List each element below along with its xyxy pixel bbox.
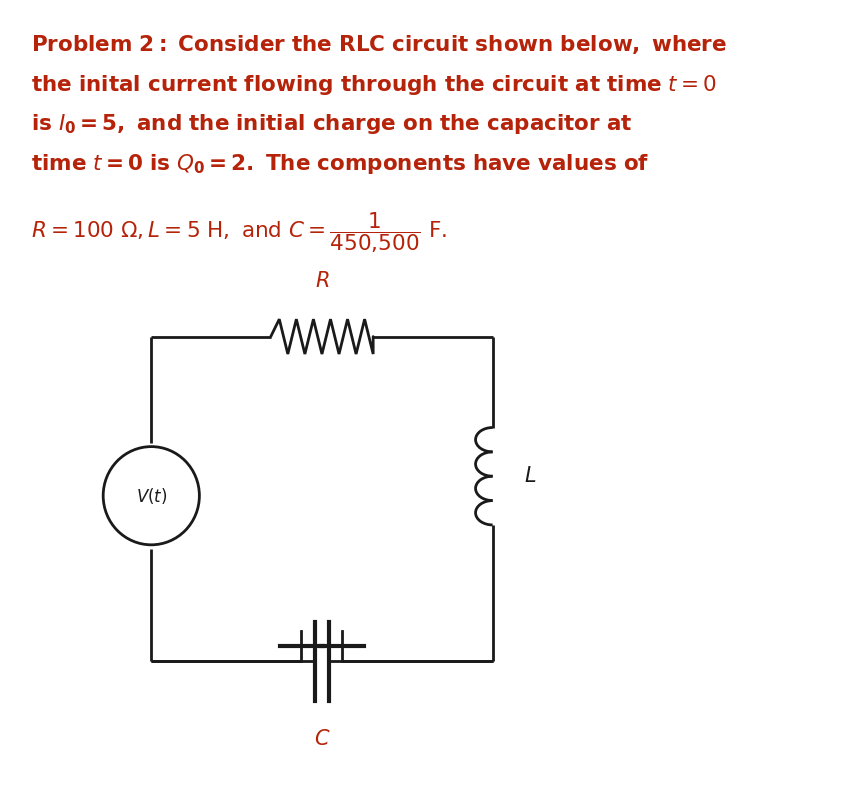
Text: $\mathit{R}=100\ \Omega,\mathit{L}=5\ \mathrm{H,\ and\ }\mathit{C}=\dfrac{1}{450: $\mathit{R}=100\ \Omega,\mathit{L}=5\ \m… bbox=[31, 210, 447, 254]
Text: $R$: $R$ bbox=[315, 272, 329, 291]
Text: $L$: $L$ bbox=[523, 466, 536, 486]
Text: $C$: $C$ bbox=[314, 729, 330, 748]
Text: $\bf{Problem\ 2:\ Consider\ the\ RLC\ circuit\ shown\ below,\ where}$: $\bf{Problem\ 2:\ Consider\ the\ RLC\ ci… bbox=[31, 33, 728, 56]
Circle shape bbox=[103, 447, 199, 545]
Text: $V(t)$: $V(t)$ bbox=[136, 485, 167, 506]
Text: $\bf{the\ inital\ current\ flowing\ through\ the\ circuit\ at\ time}$$\ \mathit{: $\bf{the\ inital\ current\ flowing\ thro… bbox=[31, 73, 717, 97]
Text: $\bf{time}\ \mathit{t}=0\ \bf{is}\ \mathit{Q}_0=2\bf{.\ The\ components\ have\ v: $\bf{time}\ \mathit{t}=0\ \bf{is}\ \math… bbox=[31, 152, 649, 176]
Text: $\bf{is}\ \mathit{I}_0=5\bf{,\ and\ the\ initial\ charge\ on\ the\ capacitor\ at: $\bf{is}\ \mathit{I}_0=5\bf{,\ and\ the\… bbox=[31, 112, 633, 136]
